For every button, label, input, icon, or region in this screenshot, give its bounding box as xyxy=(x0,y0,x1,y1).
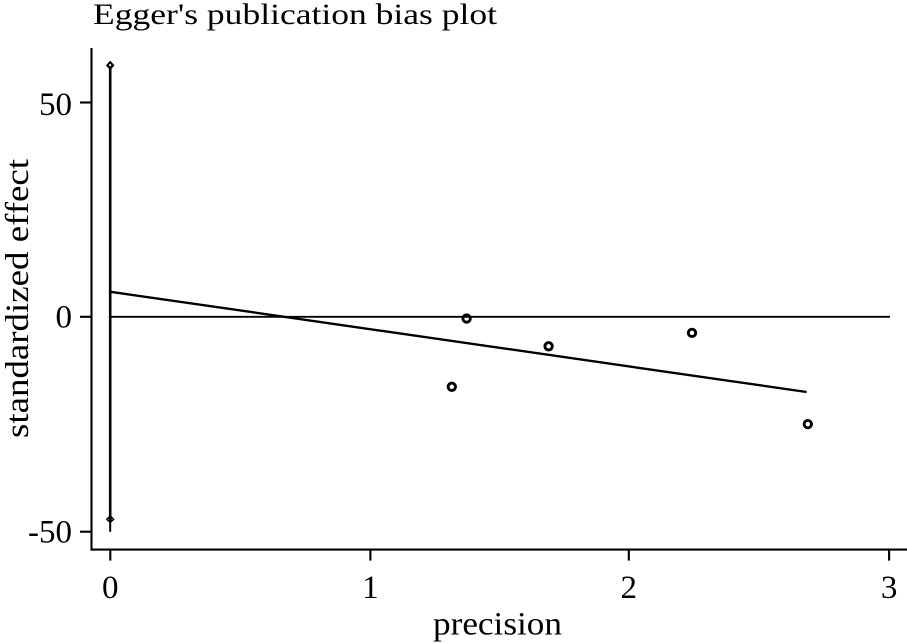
svg-text:1: 1 xyxy=(362,570,379,606)
svg-text:precision: precision xyxy=(433,607,562,643)
svg-text:0: 0 xyxy=(56,300,73,336)
svg-text:2: 2 xyxy=(621,570,638,606)
svg-text:Egger's publication bias plot: Egger's publication bias plot xyxy=(93,0,498,31)
svg-text:3: 3 xyxy=(881,570,898,606)
svg-text:0: 0 xyxy=(102,570,119,606)
svg-text:50: 50 xyxy=(39,87,72,123)
svg-text:standardized effect: standardized effect xyxy=(0,159,36,438)
svg-text:-50: -50 xyxy=(28,515,72,551)
